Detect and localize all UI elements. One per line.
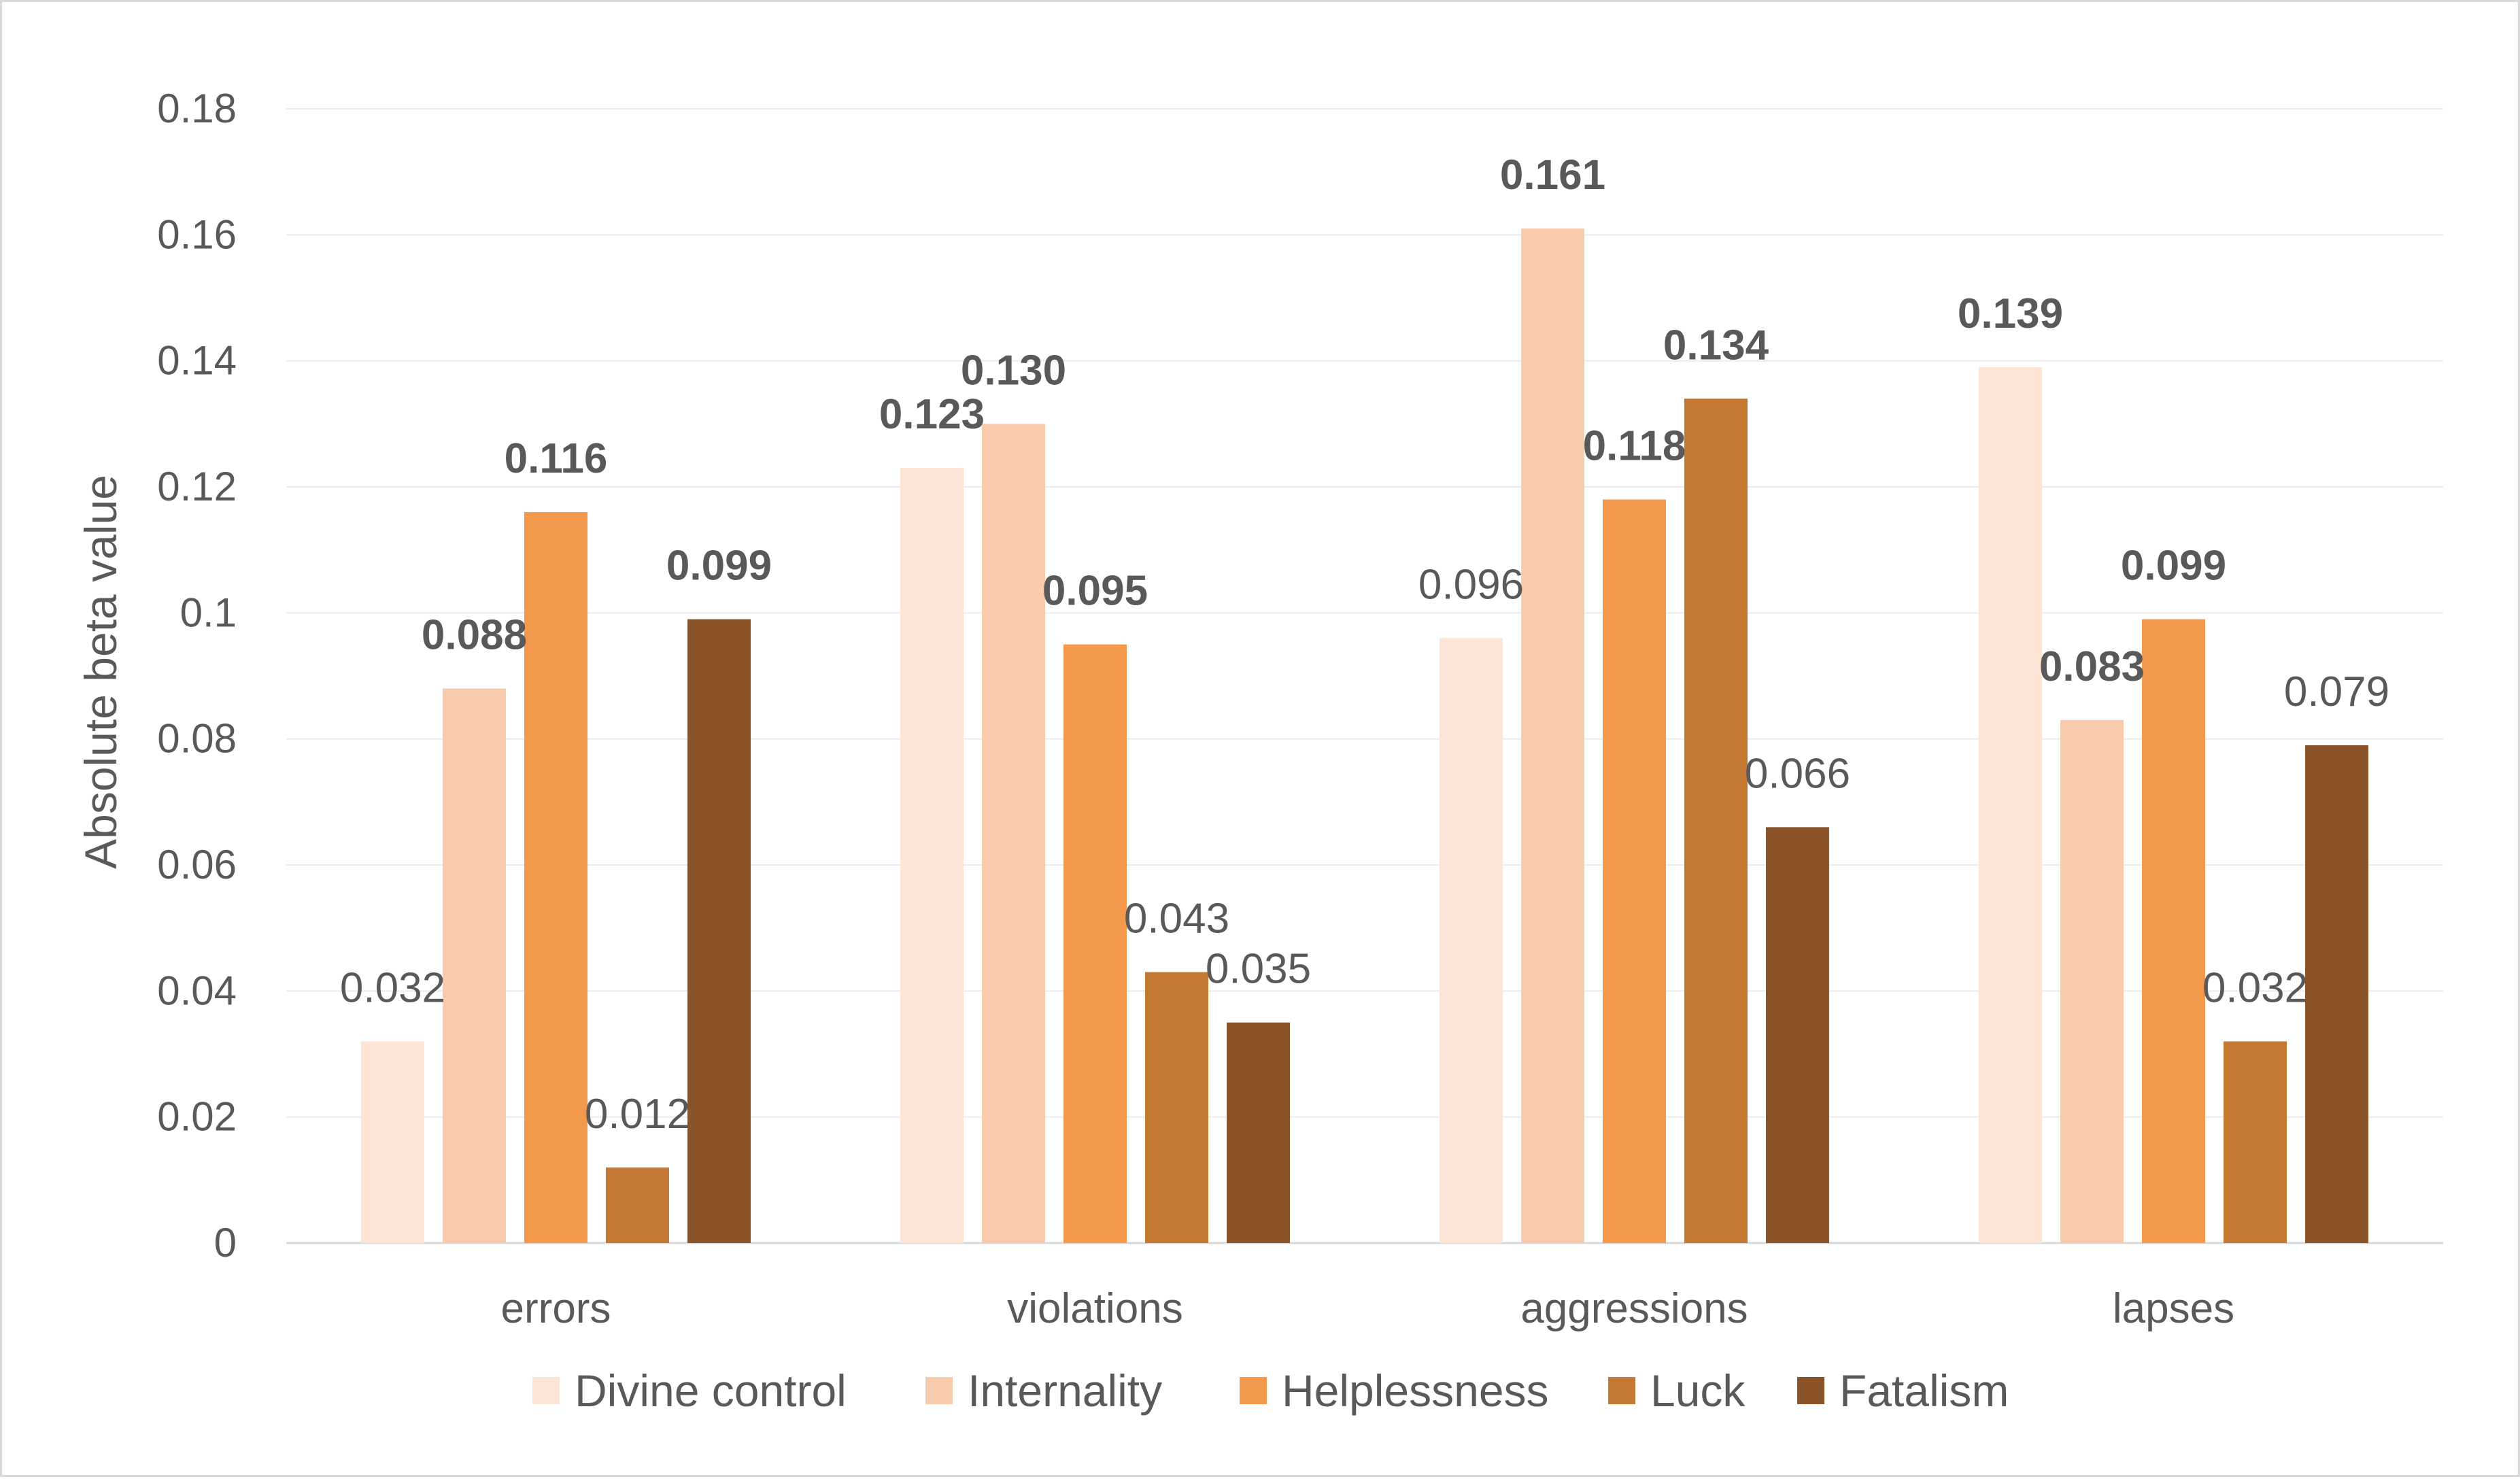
y-tick-label: 0.12 [157,464,237,509]
y-tick-label: 0 [214,1220,237,1265]
data-label: 0.066 [1745,750,1850,797]
bar [1227,1022,1290,1243]
bar [900,468,964,1244]
gridlines [286,108,2443,1244]
y-tick-label: 0.14 [157,338,237,384]
legend-swatch [1608,1377,1635,1404]
data-label: 0.139 [1958,290,2063,337]
x-axis-categories: errors violations aggressions lapses [501,1285,2235,1332]
y-tick-label: 0.18 [157,86,237,131]
y-tick-label: 0.02 [157,1094,237,1140]
data-label: 0.099 [2121,543,2226,590]
y-tick-label: 0.04 [157,968,237,1013]
bar [524,512,588,1243]
legend-label: Internality [968,1365,1162,1416]
bar [2224,1041,2287,1243]
data-label: 0.116 [505,435,608,482]
bar [606,1167,669,1243]
y-tick-label: 0.1 [180,590,237,635]
y-axis-ticks: 0 0.02 0.04 0.06 0.08 0.1 0.12 0.14 0.16 0.18 [157,86,237,1265]
bar [1521,228,1584,1244]
y-tick-label: 0.06 [157,842,237,887]
data-label: 0.032 [2202,964,2308,1011]
data-label: 0.088 [422,612,527,659]
bar [443,688,506,1243]
y-tick-label: 0.08 [157,716,237,762]
category-label: lapses [2113,1285,2234,1332]
bars [361,228,2368,1244]
data-label: 0.123 [879,391,985,438]
category-label: errors [501,1285,611,1332]
bar [1979,367,2042,1243]
data-label: 0.130 [961,347,1066,394]
bar [2305,745,2368,1243]
legend-swatch [1797,1377,1824,1404]
legend-swatch [1240,1377,1267,1404]
legend: Divine control Internality Helplessness Luc… [532,1365,2009,1416]
data-label: 0.032 [340,964,445,1011]
data-label: 0.118 [1583,423,1686,470]
bar [982,424,1045,1244]
category-label: aggressions [1520,1285,1748,1332]
bar [2142,619,2205,1243]
bar [1145,972,1208,1243]
bar [361,1041,424,1243]
data-label: 0.079 [2284,668,2389,715]
data-label: 0.134 [1663,322,1769,369]
data-label: 0.035 [1206,946,1311,993]
data-label: 0.099 [666,543,772,590]
bar [1603,499,1666,1243]
legend-label: Luck [1650,1365,1746,1416]
y-axis-title: Absolute beta value [75,475,126,869]
bar [1684,398,1748,1244]
data-label: 0.096 [1418,561,1524,608]
data-label: 0.095 [1042,568,1148,615]
bar [1766,827,1829,1243]
data-label: 0.083 [2039,643,2145,690]
data-label: 0.043 [1124,896,1229,942]
category-label: violations [1007,1285,1182,1332]
bar [1063,644,1127,1243]
legend-swatch [532,1377,560,1404]
bar [687,619,751,1243]
data-label: 0.161 [1500,152,1605,199]
legend-swatch [925,1377,953,1404]
y-tick-label: 0.16 [157,211,237,257]
bar [1440,638,1503,1243]
legend-label: Helplessness [1282,1365,1549,1416]
legend-label: Fatalism [1839,1365,2009,1416]
bar [2060,719,2124,1243]
legend-label: Divine control [575,1365,847,1416]
data-label: 0.012 [585,1091,690,1138]
